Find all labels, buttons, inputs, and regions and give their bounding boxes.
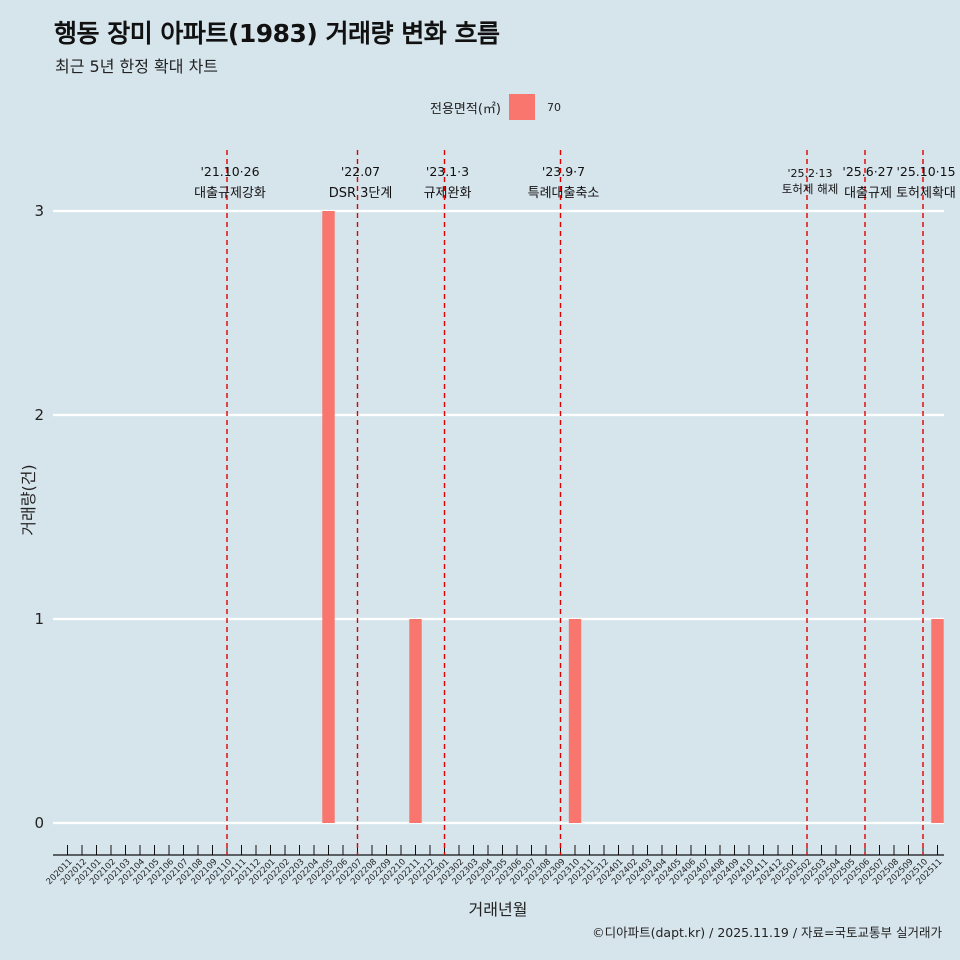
bar [931,619,944,823]
event-date-label: '22.07 [341,164,380,179]
event-name-label: DSR 3단계 [329,186,393,201]
event-date-label: '25.6·27 [842,164,893,179]
source-caption: ©디아파트(dapt.kr) / 2025.11.19 / 자료=국토교통부 실… [592,925,942,940]
y-tick-label: 3 [34,202,44,220]
legend: 전용면적(㎡) 70 [430,94,561,120]
legend-key-label: 70 [546,100,561,114]
event-date-label: '21.10·26 [200,164,259,179]
chart-title: 행동 장미 아파트(1983) 거래량 변화 흐름 [54,19,500,48]
event-name-label: 특례대출축소 [528,186,600,201]
event-name-label: 대출규제 [844,186,892,201]
event-name-label: 대출규제강화 [194,186,266,201]
legend-title: 전용면적(㎡) [430,101,501,117]
event-date-label: '25.2·13 [787,167,832,180]
chart-subtitle: 최근 5년 한정 확대 차트 [55,57,219,76]
event-name-label: 토허제확대 [896,186,956,201]
y-axis-title: 거래량(건) [19,464,38,535]
event-date-label: '25.10·15 [896,164,955,179]
bar [409,619,422,823]
bar [322,211,335,823]
legend-swatch [508,94,535,120]
x-axis-title: 거래년월 [469,900,528,919]
y-tick-label: 1 [34,610,44,628]
y-tick-label: 0 [34,814,44,832]
event-date-label: '23.9·7 [542,164,585,179]
event-name-label: 규제완화 [424,186,472,201]
event-date-label: '23.1·3 [426,164,469,179]
y-tick-label: 2 [34,406,44,424]
event-name-label: 토허제 해제 [782,182,839,196]
bar [568,619,582,823]
